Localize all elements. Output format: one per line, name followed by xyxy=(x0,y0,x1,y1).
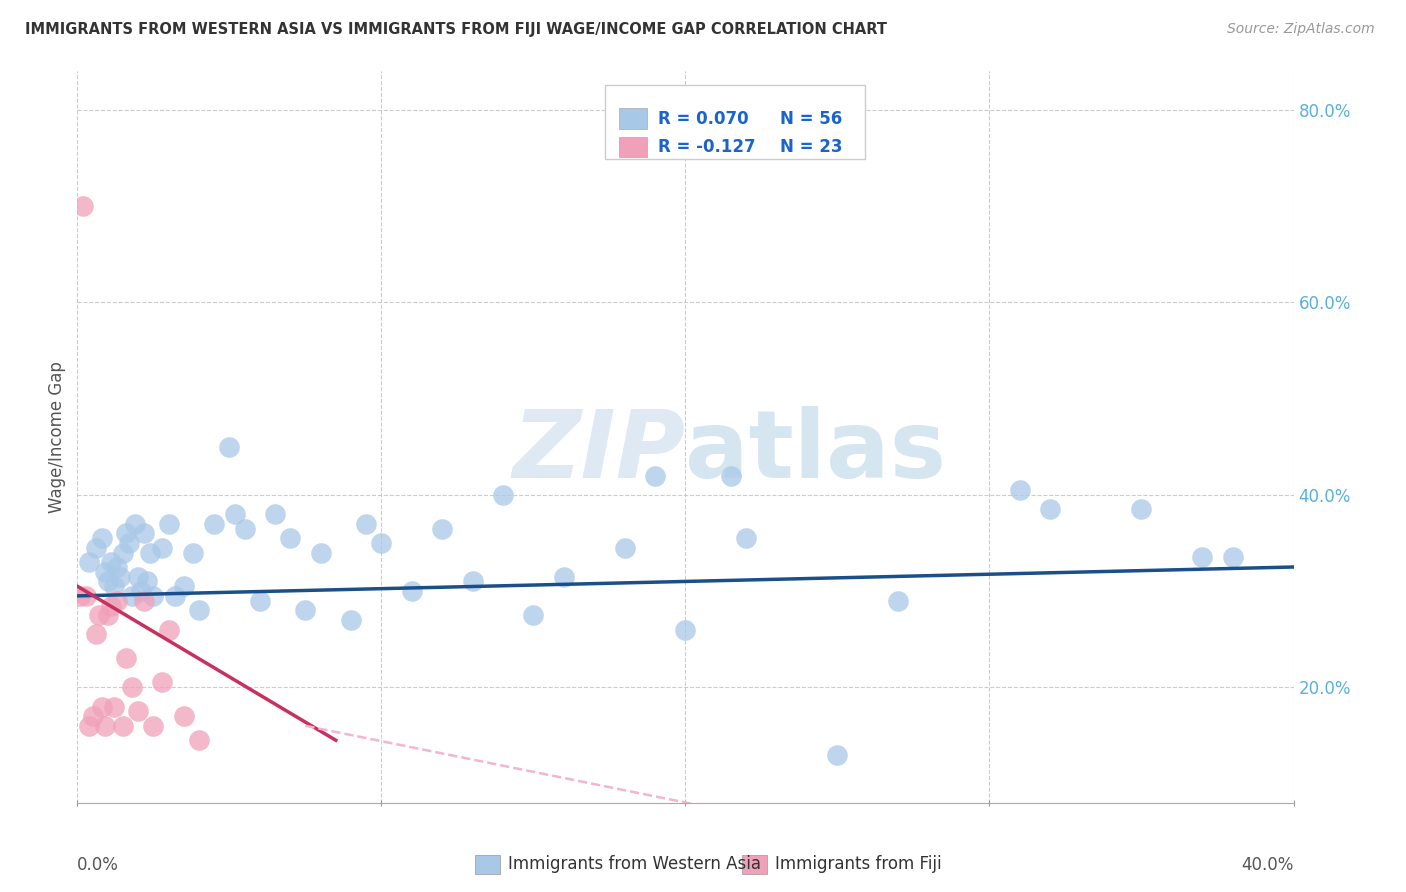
Point xyxy=(127,705,149,719)
Point xyxy=(115,526,138,541)
Point xyxy=(309,545,332,559)
Text: N = 23: N = 23 xyxy=(780,138,842,156)
Point xyxy=(105,593,128,607)
Point xyxy=(181,545,204,559)
Point xyxy=(111,719,134,733)
Point xyxy=(249,593,271,607)
Point xyxy=(492,488,515,502)
Point xyxy=(522,608,544,623)
Point xyxy=(202,516,225,531)
Point xyxy=(97,574,120,589)
Point xyxy=(613,541,636,555)
Point xyxy=(84,541,107,555)
Point xyxy=(224,507,246,521)
Point xyxy=(188,733,211,747)
Text: ZIP: ZIP xyxy=(513,406,686,498)
Text: Immigrants from Fiji: Immigrants from Fiji xyxy=(776,855,942,873)
Point xyxy=(134,526,156,541)
Point xyxy=(152,675,174,690)
Text: R = -0.127: R = -0.127 xyxy=(658,138,755,156)
Point xyxy=(218,440,240,454)
Point xyxy=(340,613,363,627)
Point xyxy=(1008,483,1031,497)
Point xyxy=(278,531,301,545)
Point xyxy=(142,719,165,733)
Point xyxy=(370,536,392,550)
Point xyxy=(108,569,131,583)
Point xyxy=(1039,502,1062,516)
Point xyxy=(79,719,101,733)
Point xyxy=(97,608,120,623)
Point xyxy=(401,584,423,599)
Point xyxy=(675,623,697,637)
Point xyxy=(72,199,94,213)
Point xyxy=(93,565,115,579)
Point xyxy=(118,536,141,550)
Point xyxy=(354,516,377,531)
Text: Immigrants from Western Asia: Immigrants from Western Asia xyxy=(509,855,761,873)
Point xyxy=(142,589,165,603)
Y-axis label: Wage/Income Gap: Wage/Income Gap xyxy=(48,361,66,513)
Text: 0.0%: 0.0% xyxy=(77,856,120,874)
Point xyxy=(827,747,849,762)
Text: atlas: atlas xyxy=(686,406,946,498)
Point xyxy=(157,516,180,531)
Point xyxy=(644,468,666,483)
Point xyxy=(105,560,128,574)
Point xyxy=(124,516,146,531)
Point xyxy=(111,545,134,559)
Point xyxy=(430,521,453,535)
Point xyxy=(90,531,112,545)
Point xyxy=(233,521,256,535)
Text: N = 56: N = 56 xyxy=(780,110,842,128)
Point xyxy=(264,507,287,521)
Point xyxy=(90,699,112,714)
Point xyxy=(136,574,159,589)
Point xyxy=(93,719,115,733)
Point xyxy=(1130,502,1153,516)
Point xyxy=(163,589,186,603)
Point xyxy=(103,699,125,714)
Point xyxy=(139,545,162,559)
Point xyxy=(75,589,97,603)
Text: 40.0%: 40.0% xyxy=(1241,856,1294,874)
Point xyxy=(121,681,143,695)
Text: IMMIGRANTS FROM WESTERN ASIA VS IMMIGRANTS FROM FIJI WAGE/INCOME GAP CORRELATION: IMMIGRANTS FROM WESTERN ASIA VS IMMIGRAN… xyxy=(25,22,887,37)
Point xyxy=(173,579,195,593)
Text: Source: ZipAtlas.com: Source: ZipAtlas.com xyxy=(1227,22,1375,37)
Point xyxy=(100,599,122,613)
Point xyxy=(79,555,101,569)
Point xyxy=(461,574,484,589)
Point xyxy=(129,584,152,599)
Point xyxy=(84,627,107,641)
Point xyxy=(69,589,91,603)
Point xyxy=(157,623,180,637)
Point xyxy=(103,579,125,593)
Point xyxy=(82,709,104,723)
Point xyxy=(720,468,742,483)
Point xyxy=(1191,550,1213,565)
Point xyxy=(152,541,174,555)
Point xyxy=(121,589,143,603)
Point xyxy=(115,651,138,665)
Point xyxy=(188,603,211,617)
Point xyxy=(173,709,195,723)
Point xyxy=(887,593,910,607)
Point xyxy=(87,608,110,623)
Point xyxy=(1222,550,1244,565)
Point xyxy=(127,569,149,583)
Text: R = 0.070: R = 0.070 xyxy=(658,110,748,128)
Point xyxy=(294,603,316,617)
Point xyxy=(134,593,156,607)
Point xyxy=(100,555,122,569)
Point xyxy=(735,531,758,545)
Point xyxy=(553,569,575,583)
